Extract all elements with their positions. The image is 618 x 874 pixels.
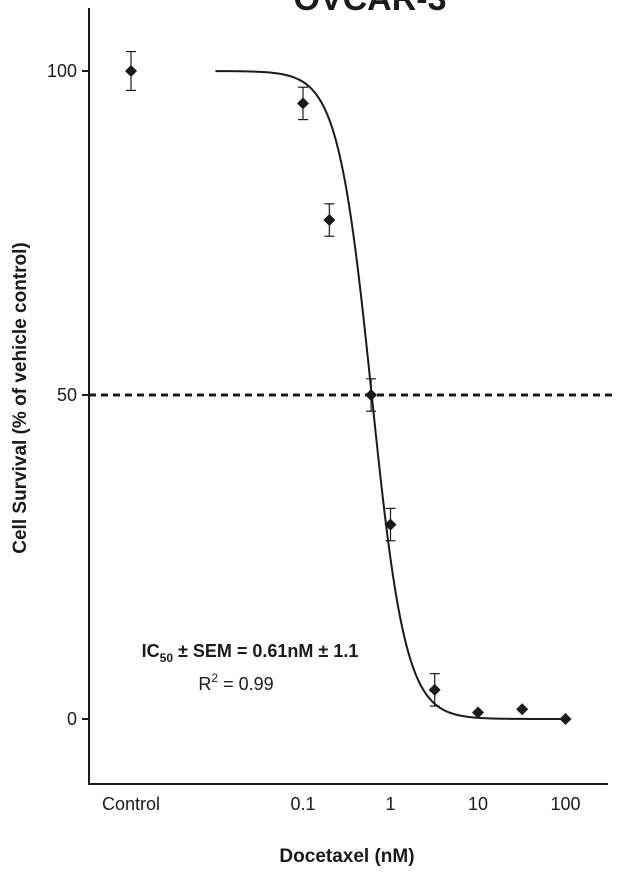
data-point-marker xyxy=(125,65,137,77)
y-ticks: 100 50 0 xyxy=(47,61,89,729)
data-point-marker xyxy=(428,683,441,696)
data-point-marker xyxy=(559,713,572,725)
data-point-marker xyxy=(323,214,336,227)
ic50-subscript: 50 xyxy=(160,651,174,665)
chart-title: OVCAR-3 xyxy=(293,0,446,18)
y-axis-title: Cell Survival (% of vehicle control) xyxy=(10,242,31,553)
ic50-sem-value: 1.1 xyxy=(333,641,358,661)
y-tick-label: 50 xyxy=(57,385,77,405)
r-squared-value: = 0.99 xyxy=(218,674,274,694)
x-axis-title: Docetaxel (nM) xyxy=(279,846,414,867)
x-tick-label: 10 xyxy=(468,794,488,814)
r-squared-superscript: 2 xyxy=(211,671,218,685)
ic50-annotation: IC50 ± SEM = 0.61nM ± 1.1 xyxy=(142,641,359,665)
x-tick-label: Control xyxy=(102,794,160,814)
data-points xyxy=(125,50,572,725)
ic50-sem-text: ± SEM = 0.61nM ± xyxy=(173,641,333,661)
r-squared-prefix: R xyxy=(198,674,211,694)
data-point-marker xyxy=(297,97,309,110)
x-tick-label: 100 xyxy=(550,794,580,814)
x-tick-label: 0.1 xyxy=(290,794,315,814)
r-squared-annotation: R2 = 0.99 xyxy=(198,671,273,694)
y-tick-label: 100 xyxy=(47,61,77,81)
data-point-marker xyxy=(472,706,484,719)
ic50-prefix: IC xyxy=(142,641,160,661)
fit-curve xyxy=(215,70,566,720)
data-point-marker xyxy=(384,518,397,531)
x-ticks: Control 0.1 1 10 100 xyxy=(102,794,581,814)
y-tick-label: 0 xyxy=(67,709,77,729)
data-point-marker xyxy=(365,389,378,401)
x-tick-label: 1 xyxy=(385,794,395,814)
data-point-marker xyxy=(516,703,529,716)
